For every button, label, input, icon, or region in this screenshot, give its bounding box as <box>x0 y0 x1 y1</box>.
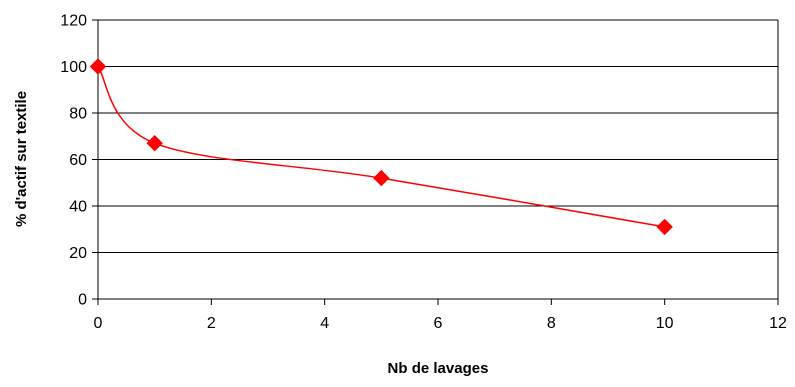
gridlines <box>98 19 778 253</box>
y-tick-label: 60 <box>69 152 87 169</box>
data-point-marker <box>89 58 107 75</box>
data-point-marker <box>146 135 163 152</box>
y-tick-label: 80 <box>69 106 87 123</box>
x-tick-label: 10 <box>656 315 674 332</box>
y-tick-label: 0 <box>78 292 87 309</box>
x-tick-label: 4 <box>320 315 329 332</box>
x-tick-label: 8 <box>547 315 556 332</box>
series-line <box>97 66 665 228</box>
y-tick-label: 120 <box>60 13 87 30</box>
data-point-marker <box>656 218 673 236</box>
x-tick-labels: 0 2 4 6 8 10 12 <box>94 315 787 332</box>
x-axis-title: Nb de lavages <box>388 360 489 377</box>
x-tick-label: 12 <box>769 315 787 332</box>
y-tick-label: 20 <box>69 245 87 262</box>
series-group <box>89 58 673 236</box>
y-tick-labels: 0 20 40 60 80 100 120 <box>60 13 87 309</box>
x-tick-label: 0 <box>94 315 103 332</box>
y-tick-label: 100 <box>60 59 87 76</box>
y-axis-title: % d'actif sur textile <box>13 91 30 227</box>
y-tick-label: 40 <box>69 199 87 216</box>
data-point-marker <box>373 169 390 187</box>
x-tick-label: 6 <box>434 315 443 332</box>
x-tick-label: 2 <box>207 315 216 332</box>
